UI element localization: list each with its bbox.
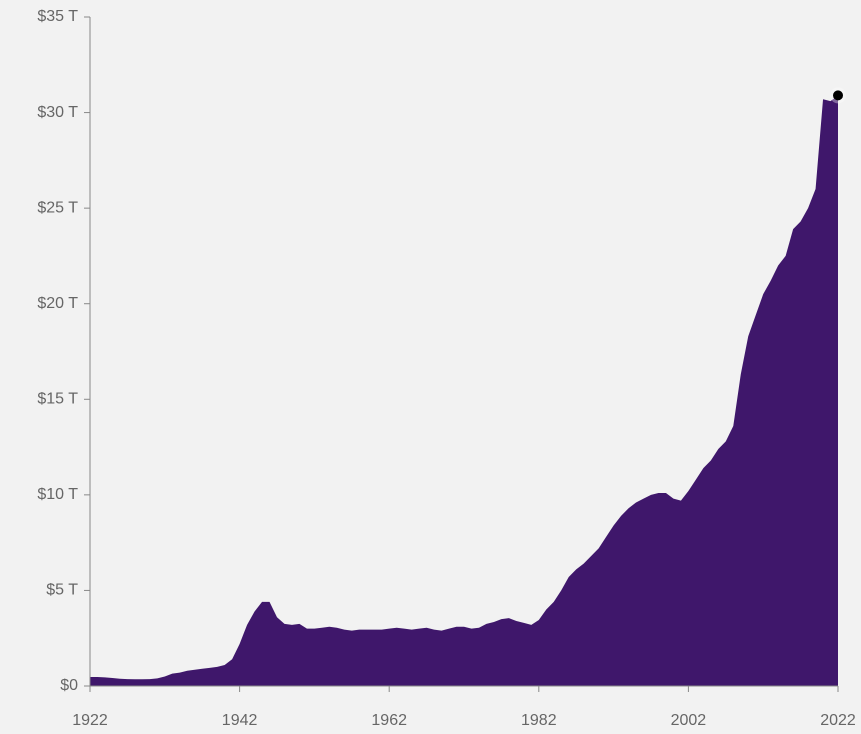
x-tick-label: 1922	[72, 712, 108, 729]
y-tick-label: $5 T	[46, 582, 78, 599]
area	[90, 95, 838, 686]
y-tick-label: $15 T	[37, 391, 78, 408]
y-tick-label: $10 T	[37, 486, 78, 503]
y-tick-label: $25 T	[37, 199, 78, 216]
last-point	[833, 90, 843, 101]
x-tick-label: 1942	[222, 712, 258, 729]
x-tick-label: 2002	[671, 712, 707, 729]
x-tick-label: 2022	[820, 712, 856, 729]
y-tick-label: $20 T	[37, 295, 78, 312]
y-tick-label: $30 T	[37, 104, 78, 121]
x-tick-label: 1962	[371, 712, 407, 729]
y-tick-label: $0	[60, 677, 78, 694]
x-tick-label: 1982	[521, 712, 557, 729]
y-tick-label: $35 T	[37, 8, 78, 25]
